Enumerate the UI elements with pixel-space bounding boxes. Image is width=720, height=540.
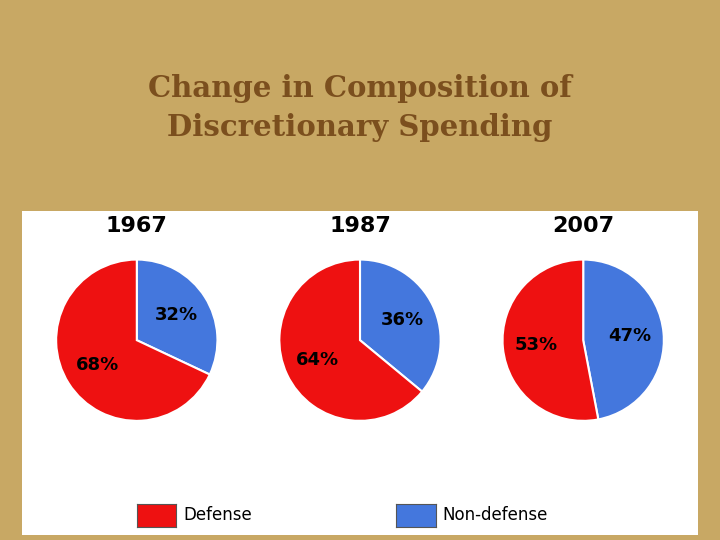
Wedge shape	[583, 260, 664, 420]
Text: Non-defense: Non-defense	[443, 506, 548, 524]
Wedge shape	[279, 260, 422, 421]
Title: 1967: 1967	[106, 217, 168, 237]
Text: Defense: Defense	[184, 506, 252, 524]
Text: 36%: 36%	[381, 311, 424, 329]
Text: 53%: 53%	[515, 335, 558, 354]
Wedge shape	[503, 260, 598, 421]
Wedge shape	[137, 260, 217, 375]
Wedge shape	[360, 260, 441, 392]
Text: Change in Composition of
Discretionary Spending: Change in Composition of Discretionary S…	[148, 75, 572, 141]
Text: 47%: 47%	[608, 327, 652, 345]
Text: 64%: 64%	[296, 351, 339, 369]
Text: 68%: 68%	[76, 356, 119, 374]
Text: 32%: 32%	[155, 306, 198, 324]
Title: 2007: 2007	[552, 217, 614, 237]
Wedge shape	[56, 260, 210, 421]
Title: 1987: 1987	[329, 217, 391, 237]
